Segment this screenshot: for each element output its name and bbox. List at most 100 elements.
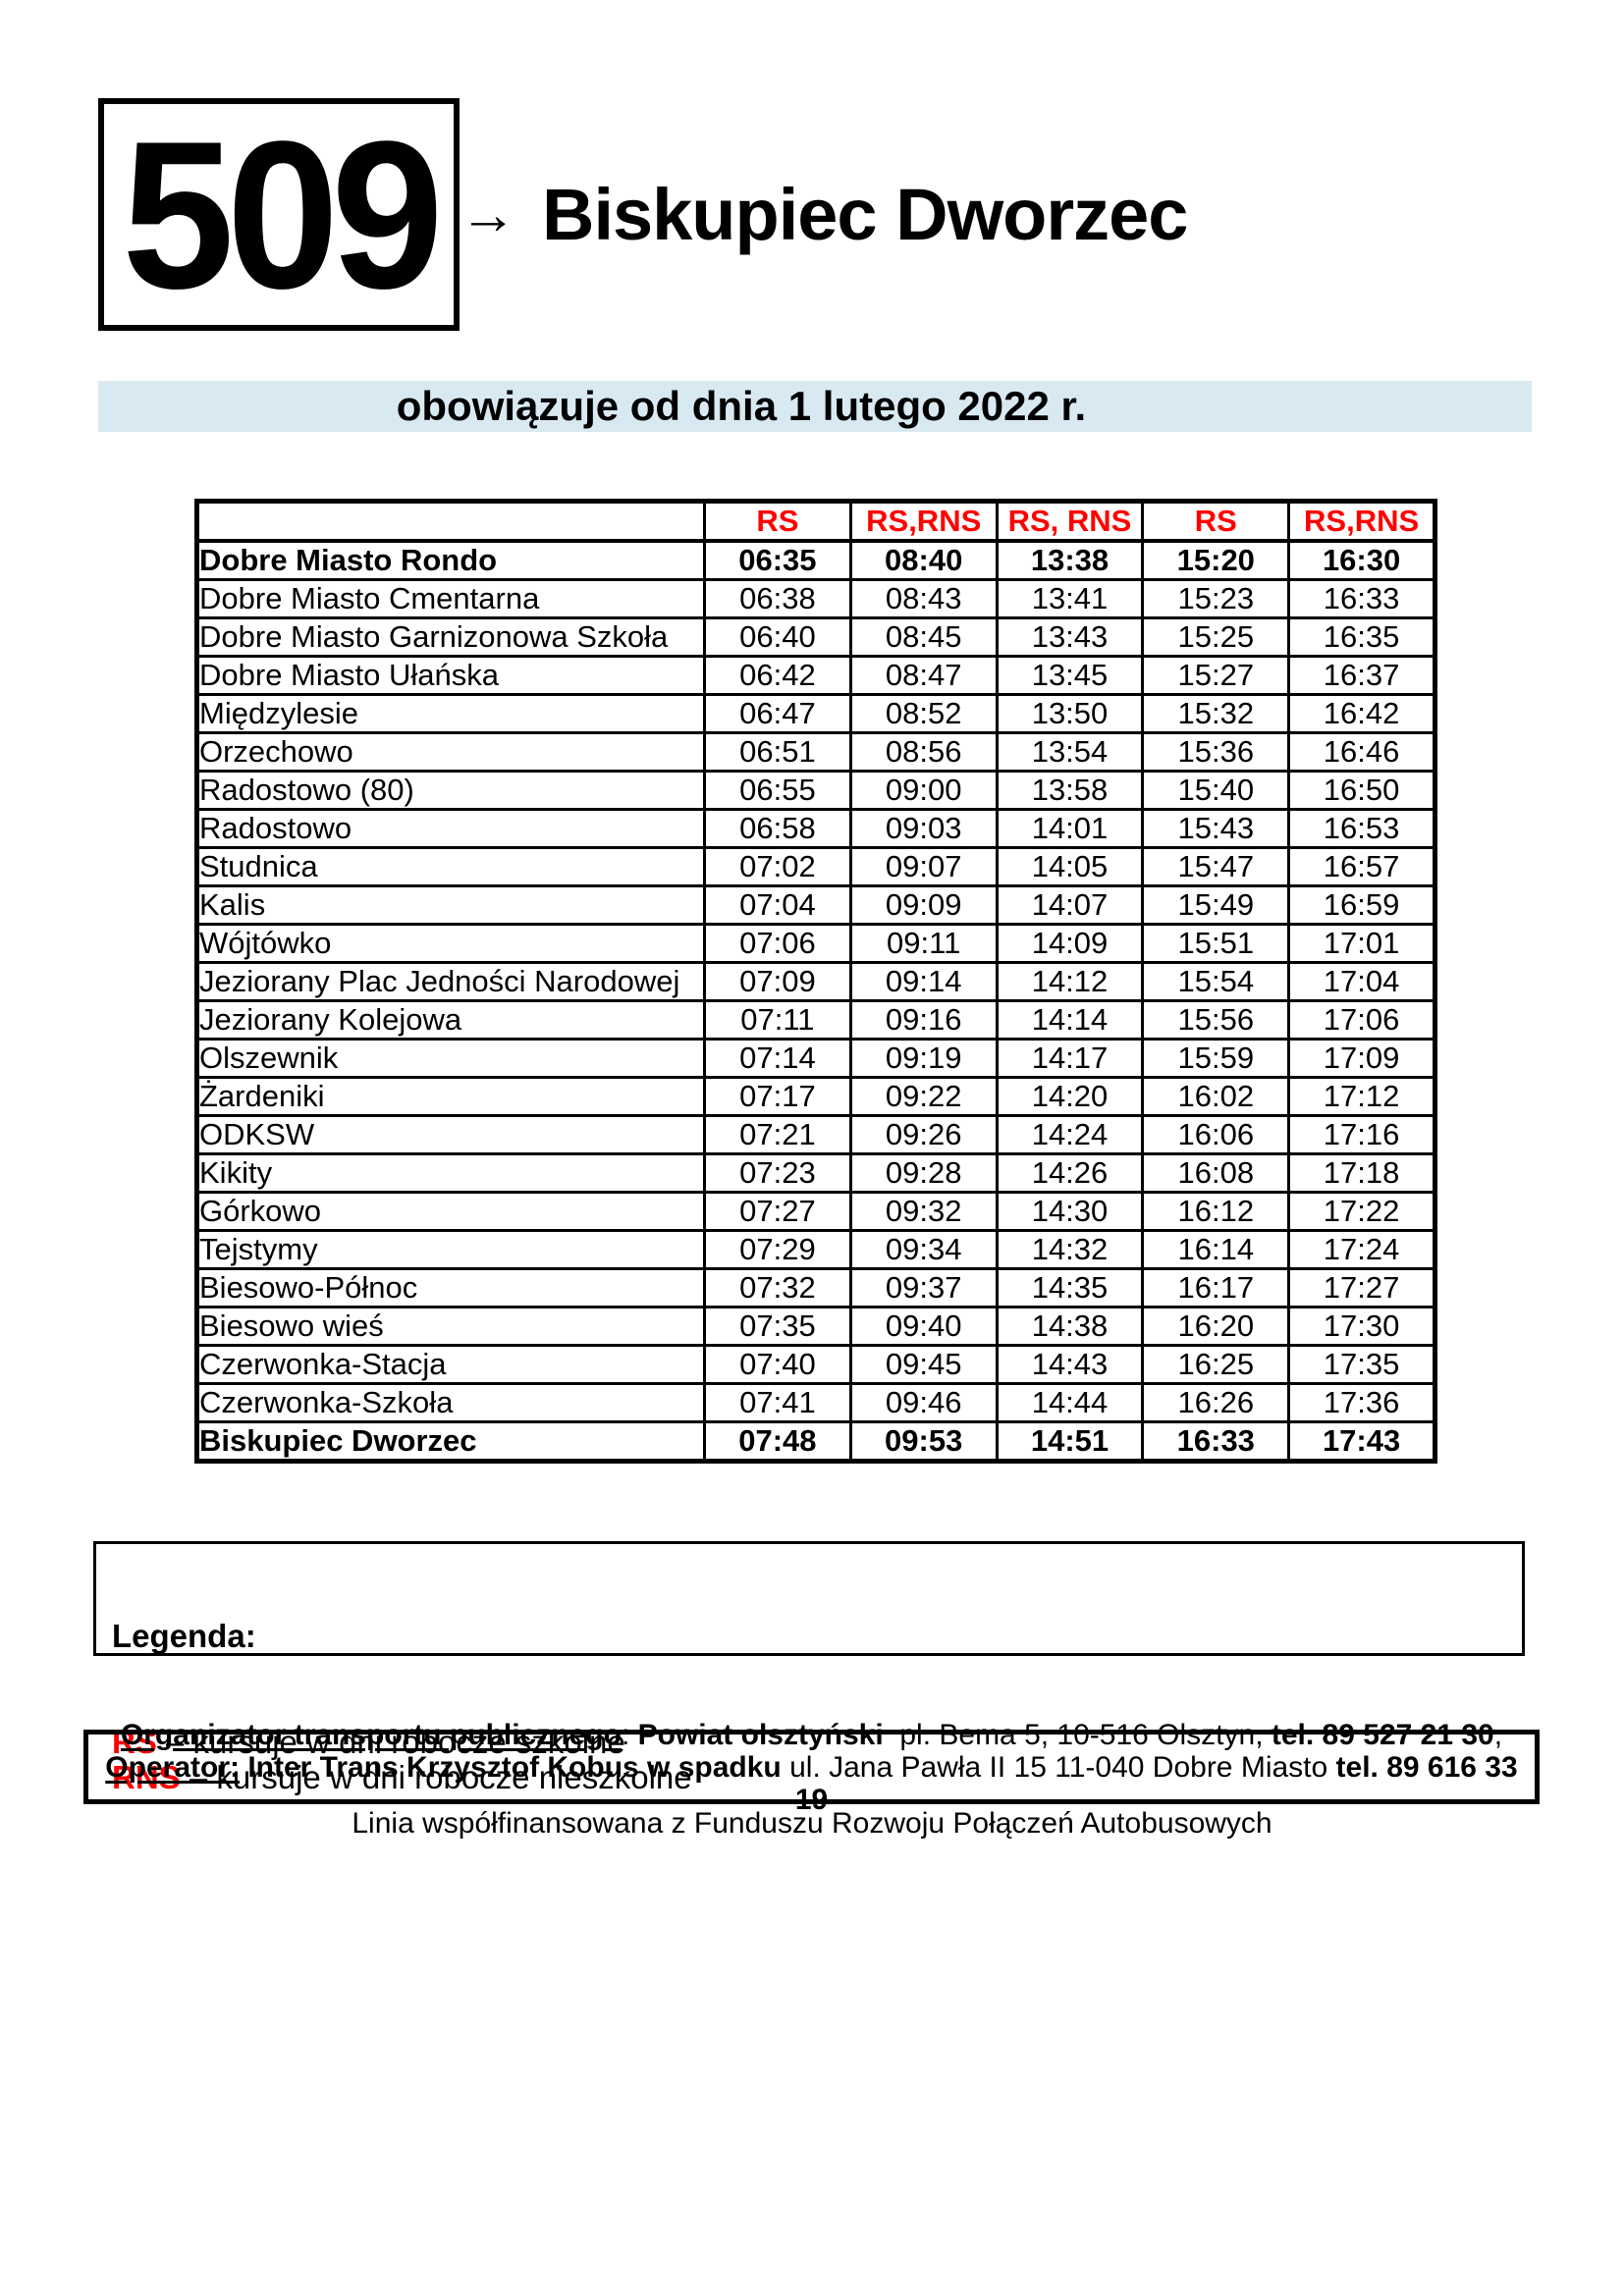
departure-time-cell: 17:09 bbox=[1287, 1038, 1436, 1079]
departure-time-cell: 16:20 bbox=[1141, 1306, 1291, 1347]
stop-name-cell: Dobre Miasto Ułańska bbox=[195, 655, 706, 696]
departure-time-cell: 09:32 bbox=[848, 1191, 999, 1232]
departure-time-cell: 16:12 bbox=[1141, 1191, 1291, 1232]
stop-name-cell: Dobre Miasto Cmentarna bbox=[195, 578, 706, 619]
departure-time-cell: 17:43 bbox=[1287, 1420, 1436, 1463]
departure-time-cell: 15:56 bbox=[1141, 999, 1291, 1041]
organizer-line: Organizator transportu publicznego: Powi… bbox=[88, 1719, 1535, 1751]
departure-time-cell: 14:01 bbox=[995, 808, 1145, 849]
departure-time-cell: 06:42 bbox=[703, 655, 852, 696]
departure-time-cell: 08:40 bbox=[848, 539, 999, 581]
departure-time-cell: 13:50 bbox=[995, 693, 1145, 734]
departure-time-cell: 14:24 bbox=[995, 1114, 1145, 1155]
table-row: Międzylesie 06:47 08:52 13:50 15:32 16:42 bbox=[195, 693, 1436, 734]
departure-time-cell: 09:26 bbox=[848, 1114, 999, 1155]
departure-time-cell: 14:30 bbox=[995, 1191, 1145, 1232]
departure-time-cell: 16:17 bbox=[1141, 1267, 1291, 1308]
departure-time-cell: 08:43 bbox=[848, 578, 999, 619]
departure-time-cell: 06:58 bbox=[703, 808, 852, 849]
table-row: Jeziorany Plac Jedności Narodowej 07:09 09… bbox=[195, 961, 1436, 1002]
stop-name-cell: Radostowo bbox=[195, 808, 706, 849]
operator-info-box: Organizator transportu publicznego: Powi… bbox=[83, 1719, 1540, 1816]
departure-time-cell: 07:41 bbox=[703, 1382, 852, 1423]
departure-time-cell: 16:06 bbox=[1141, 1114, 1291, 1155]
departure-time-cell: 07:29 bbox=[703, 1229, 852, 1270]
footer-text-segment: pl. Bema 5, 10-516 Olsztyn, bbox=[883, 1718, 1272, 1751]
departure-time-cell: 13:38 bbox=[995, 539, 1145, 581]
departure-time-cell: 15:40 bbox=[1141, 770, 1291, 811]
stop-name-cell: Studnica bbox=[195, 846, 706, 887]
route-title-line: → Biskupiec Dworzec bbox=[460, 98, 1188, 331]
departure-time-cell: 07:04 bbox=[703, 884, 852, 926]
departure-time-cell: 09:09 bbox=[848, 884, 999, 926]
legend-item: RNS – kursuje w dni robocze nieszkolne bbox=[112, 1760, 1506, 1795]
route-destination: Biskupiec Dworzec bbox=[542, 173, 1188, 255]
timetable-table: RS RS,RNS RS, RNS RS RS,RNS Dobre Miasto Ron… bbox=[194, 499, 1437, 1464]
departure-time-cell: 13:54 bbox=[995, 731, 1145, 773]
departure-time-cell: 14:38 bbox=[995, 1306, 1145, 1347]
departure-time-cell: 16:25 bbox=[1141, 1344, 1291, 1385]
departure-time-cell: 15:43 bbox=[1141, 808, 1291, 849]
departure-time-cell: 15:49 bbox=[1141, 884, 1291, 926]
table-row: Górkowo 07:27 09:32 14:30 16:12 17:22 bbox=[195, 1191, 1436, 1232]
departure-time-cell: 14:07 bbox=[995, 884, 1145, 926]
stop-name-cell: Czerwonka-Stacja bbox=[195, 1344, 706, 1385]
footer-text-segment: Operator: bbox=[105, 1750, 240, 1784]
departure-time-cell: 09:28 bbox=[848, 1152, 999, 1194]
departure-time-cell: 13:41 bbox=[995, 578, 1145, 619]
departure-time-cell: 16:57 bbox=[1287, 846, 1436, 887]
table-row: Żardeniki 07:17 09:22 14:20 16:02 17:12 bbox=[195, 1076, 1436, 1117]
service-tag-header: RS,RNS bbox=[1287, 500, 1436, 543]
departure-time-cell: 15:32 bbox=[1141, 693, 1291, 734]
table-row: Biesowo-Północ 07:32 09:37 14:35 16:17 17:27 bbox=[195, 1267, 1436, 1308]
departure-time-cell: 15:23 bbox=[1141, 578, 1291, 619]
departure-time-cell: 17:24 bbox=[1287, 1229, 1436, 1270]
table-row: Dobre Miasto Cmentarna 06:38 08:43 13:41 15:… bbox=[195, 578, 1436, 619]
departure-time-cell: 09:53 bbox=[848, 1420, 999, 1463]
departure-time-cell: 13:43 bbox=[995, 616, 1145, 658]
legend-description: – kursuje w dni robocze nieszkolne bbox=[180, 1759, 692, 1795]
departure-time-cell: 13:45 bbox=[995, 655, 1145, 696]
departure-time-cell: 17:36 bbox=[1287, 1382, 1436, 1423]
timetable-header-row: RS RS,RNS RS, RNS RS RS,RNS bbox=[195, 500, 1436, 543]
departure-time-cell: 16:42 bbox=[1287, 693, 1436, 734]
departure-time-cell: 16:59 bbox=[1287, 884, 1436, 926]
departure-time-cell: 15:20 bbox=[1141, 539, 1291, 581]
departure-time-cell: 06:38 bbox=[703, 578, 852, 619]
route-number: 509 bbox=[122, 96, 444, 333]
departure-time-cell: 08:52 bbox=[848, 693, 999, 734]
stop-name-cell: Międzylesie bbox=[195, 693, 706, 734]
footer-text-segment: Organizator transportu publicznego bbox=[120, 1718, 622, 1751]
table-row: Tejstymy 07:29 09:34 14:32 16:14 17:24 bbox=[195, 1229, 1436, 1270]
departure-time-cell: 09:16 bbox=[848, 999, 999, 1041]
validity-banner-text: obowiązuje od dnia 1 lutego 2022 r. bbox=[396, 383, 1087, 429]
footer-text-segment: , bbox=[1493, 1718, 1503, 1751]
stop-name-cell: Jeziorany Plac Jedności Narodowej bbox=[195, 961, 706, 1002]
stop-header-cell bbox=[195, 500, 706, 543]
footer-text-segment: : bbox=[621, 1718, 638, 1751]
departure-time-cell: 14:20 bbox=[995, 1076, 1145, 1117]
table-row: Jeziorany Kolejowa 07:11 09:16 14:14 15:56 17… bbox=[195, 999, 1436, 1041]
departure-time-cell: 09:14 bbox=[848, 961, 999, 1002]
table-row: Radostowo 06:58 09:03 14:01 15:43 16:53 bbox=[195, 808, 1436, 849]
departure-time-cell: 07:14 bbox=[703, 1038, 852, 1079]
departure-time-cell: 17:27 bbox=[1287, 1267, 1436, 1308]
departure-time-cell: 07:32 bbox=[703, 1267, 852, 1308]
stop-name-cell: Żardeniki bbox=[195, 1076, 706, 1117]
table-row: Radostowo (80) 06:55 09:00 13:58 15:40 16:50 bbox=[195, 770, 1436, 811]
stop-name-cell: Kalis bbox=[195, 884, 706, 926]
departure-time-cell: 16:14 bbox=[1141, 1229, 1291, 1270]
legend-code: RNS bbox=[112, 1759, 181, 1795]
service-tag-header: RS,RNS bbox=[848, 500, 999, 543]
departure-time-cell: 16:46 bbox=[1287, 731, 1436, 773]
departure-time-cell: 09:34 bbox=[848, 1229, 999, 1270]
departure-time-cell: 17:06 bbox=[1287, 999, 1436, 1041]
route-number-box: 509 bbox=[98, 98, 460, 331]
table-row: Dobre Miasto Rondo 06:35 08:40 13:38 15:20 16… bbox=[195, 539, 1436, 581]
departure-time-cell: 09:07 bbox=[848, 846, 999, 887]
table-row: Olszewnik 07:14 09:19 14:17 15:59 17:09 bbox=[195, 1038, 1436, 1079]
departure-time-cell: 07:35 bbox=[703, 1306, 852, 1347]
stop-name-cell: Radostowo (80) bbox=[195, 770, 706, 811]
stop-name-cell: Wójtówko bbox=[195, 923, 706, 964]
